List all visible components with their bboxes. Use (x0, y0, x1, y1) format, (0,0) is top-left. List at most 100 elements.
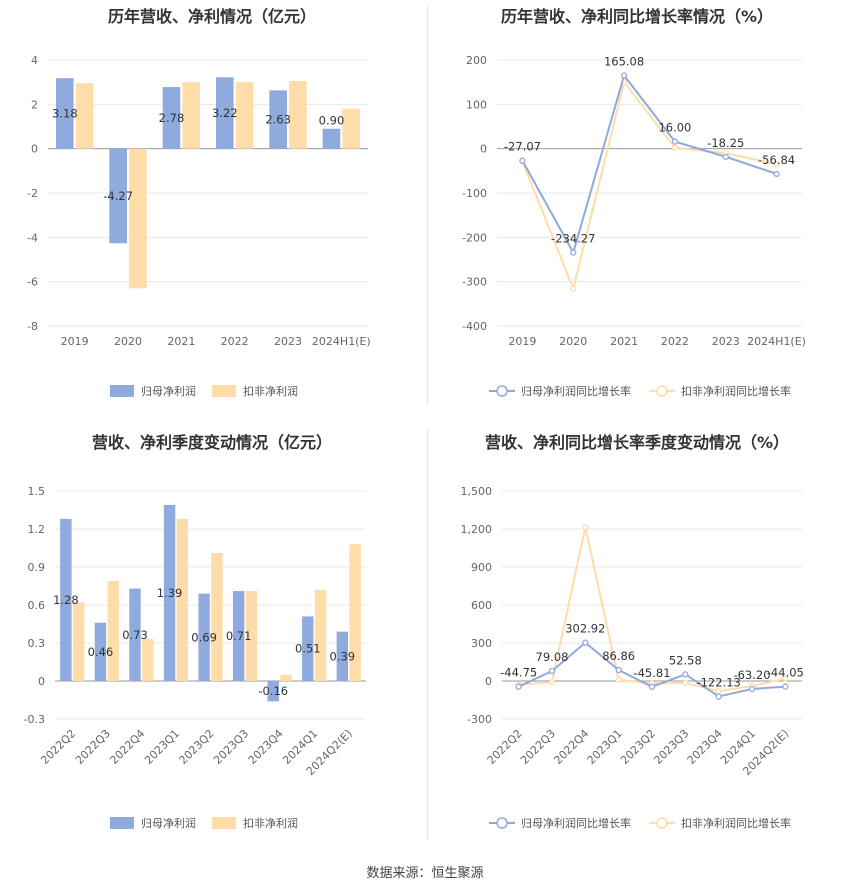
chart-quarterly-growth: 营收、净利同比增长率季度变动情况（%） 1,500 1,200 900 600 300 0-… (425, 425, 850, 845)
data-label: 0.69 (191, 630, 217, 644)
bar-series2-2022Q2 (72, 602, 85, 681)
data-label: 0.71 (226, 629, 252, 643)
point-series1-2020 (570, 249, 577, 256)
y-tick-label: -300 (467, 713, 492, 726)
bar-series2-2021 (182, 82, 200, 149)
data-label: 0.46 (88, 645, 114, 659)
x-tick-label: 2020 (559, 335, 587, 348)
data-label: -63.20 (733, 668, 770, 682)
x-tick-label: 2022Q4 (551, 727, 591, 767)
bar-series1-2024Q2(E) (336, 631, 349, 681)
point-series1-2022Q2 (515, 683, 522, 690)
legend-swatch-series1 (110, 817, 134, 829)
point-series2-2020 (570, 285, 577, 292)
y-tick-label: -300 (462, 276, 487, 289)
y-tick-label: -400 (462, 320, 487, 333)
y-tick-label: 1,500 (461, 485, 493, 498)
legend-label-series2: 扣非净利润 (243, 384, 298, 398)
y-tick-label: -6 (27, 276, 38, 289)
legend-swatch-series2 (212, 817, 236, 829)
y-tick-label: 0 (38, 675, 45, 688)
y-tick-label: -2 (27, 187, 38, 200)
y-tick-label: 0 (480, 143, 487, 156)
point-series2-2023Q1 (615, 676, 622, 683)
bar-series2-2023Q1 (176, 518, 189, 681)
y-tick-label: 0 (485, 675, 492, 688)
x-tick-label: 2023Q4 (246, 727, 286, 767)
point-series1-2023Q2 (648, 683, 656, 690)
point-series1-2023Q3 (682, 671, 689, 678)
line-series1 (521, 73, 777, 256)
x-tick-label: 2023Q3 (211, 727, 251, 767)
divider-bottom (427, 430, 428, 840)
bar-series1-2022 (216, 77, 234, 149)
legend-marker-series2 (656, 817, 668, 829)
x-tick-label: 2024H1(E) (312, 335, 371, 348)
y-tick-label: 300 (471, 637, 492, 650)
legend-label-series1: 归母净利润 (141, 816, 196, 830)
data-label: -18.25 (707, 136, 744, 150)
point-series1-2024H1(E) (773, 170, 780, 178)
legend-label-series2: 扣非净利润同比增长率 (681, 384, 791, 398)
annual-growth-svg: 历年营收、净利同比增长率情况（%） 200 100 0 -100 -200 -300 -400… (462, 7, 806, 398)
bar-series1-2023Q1 (163, 504, 176, 681)
point-series1-2023 (722, 153, 729, 160)
y-tick-label: 0.6 (28, 599, 46, 612)
y-tick-label: 0.9 (28, 561, 46, 574)
data-label: -56.84 (758, 153, 795, 167)
y-tick-label: 100 (466, 98, 487, 111)
point-series2-2024H1(E) (773, 161, 780, 168)
data-label: 2.78 (159, 111, 185, 125)
data-label: -122.13 (696, 675, 740, 689)
chart-title: 营收、净利季度变动情况（亿元） (92, 433, 332, 452)
legend-swatch-series2 (212, 385, 236, 397)
x-tick-label: 2022 (661, 335, 689, 348)
x-tick-label: 2023Q2 (177, 727, 217, 767)
legend-label-series2: 扣非净利润 (243, 816, 298, 830)
chart-title: 营收、净利同比增长率季度变动情况（%） (485, 433, 789, 452)
x-tick-label: 2021 (167, 335, 195, 348)
data-label: -27.07 (504, 140, 541, 154)
x-tick-label: 2022Q2 (485, 727, 525, 767)
bar-series1-2023Q3 (232, 591, 245, 681)
point-series1-2019 (519, 157, 526, 164)
chart-title: 历年营收、净利情况（亿元） (108, 7, 316, 26)
bar-series1-2022Q2 (60, 518, 72, 681)
bar-series1-2024Q1 (302, 616, 314, 681)
y-tick-label: -8 (27, 320, 38, 333)
data-label: -44.75 (500, 666, 537, 680)
chart-quarterly-profit: 营收、净利季度变动情况（亿元） 1.5 1.2 0.9 0.6 0.3 0 -0.3 2022Q… (0, 425, 425, 845)
divider-top (427, 5, 428, 405)
chart-annual-growth: 历年营收、净利同比增长率情况（%） 200 100 0 -100 -200 -300 -400… (425, 0, 850, 420)
bar-series2-2022Q4 (142, 639, 154, 681)
quarterly-profit-svg: 营收、净利季度变动情况（亿元）1.51.20.90.60.30-0.32022Q… (24, 433, 366, 830)
point-series2-2022Q3 (548, 679, 556, 686)
x-tick-label: 2019 (61, 335, 89, 348)
bar-series2-2020 (129, 148, 147, 289)
bar-series1-2019 (56, 78, 74, 149)
data-label: -45.81 (633, 666, 670, 680)
x-tick-label: 2023Q2 (618, 727, 658, 767)
x-tick-label: 2021 (610, 335, 638, 348)
bar-series2-2024Q2(E) (349, 544, 361, 681)
data-label: 86.86 (602, 649, 635, 663)
chart-annual-profit: 历年营收、净利情况（亿元） 4 2 0 -2 -4 -6 -8 2019 2020 2021 2022… (0, 0, 425, 420)
point-series1-2024Q2(E) (782, 683, 789, 690)
legend-marker-series1 (496, 385, 508, 397)
legend-label-series2: 扣非净利润同比增长率 (681, 816, 791, 830)
data-label: 1.28 (53, 593, 79, 607)
y-tick-label: 900 (471, 561, 492, 574)
bar-series2-2023Q4 (280, 674, 292, 681)
x-tick-label: 2024H1(E) (747, 335, 806, 348)
y-tick-label: 1.5 (28, 485, 46, 498)
x-tick-label: 2023 (712, 335, 740, 348)
bar-series2-2024H1(E) (342, 108, 360, 149)
bar-series1-2023Q4 (267, 681, 279, 702)
line-series2 (521, 79, 777, 293)
data-label: 0.39 (330, 649, 356, 663)
data-label: 79.08 (536, 650, 569, 664)
legend-label-series1: 归母净利润同比增长率 (521, 816, 631, 830)
x-tick-label: 2023Q3 (651, 727, 691, 767)
y-tick-label: -200 (462, 231, 487, 244)
legend-marker-series1 (496, 817, 508, 829)
